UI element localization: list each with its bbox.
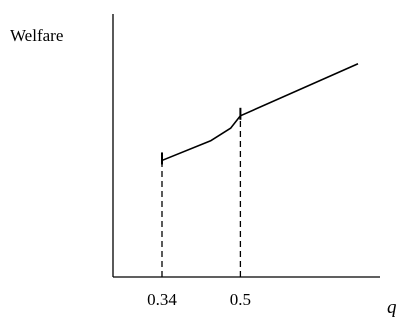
- y-axis-label: Welfare: [10, 26, 63, 45]
- x-tick-labels: 0.34 0.5: [147, 290, 251, 309]
- welfare-line-segment-2: [240, 62, 359, 117]
- welfare-line-segment-1: [161, 115, 242, 162]
- x-tick-label: 0.34: [147, 290, 177, 309]
- x-axis-label: q: [387, 297, 397, 318]
- axes: [112, 14, 380, 278]
- series-group: [161, 62, 359, 162]
- x-tick-label: 0.5: [230, 290, 251, 309]
- reference-lines: [161, 107, 242, 277]
